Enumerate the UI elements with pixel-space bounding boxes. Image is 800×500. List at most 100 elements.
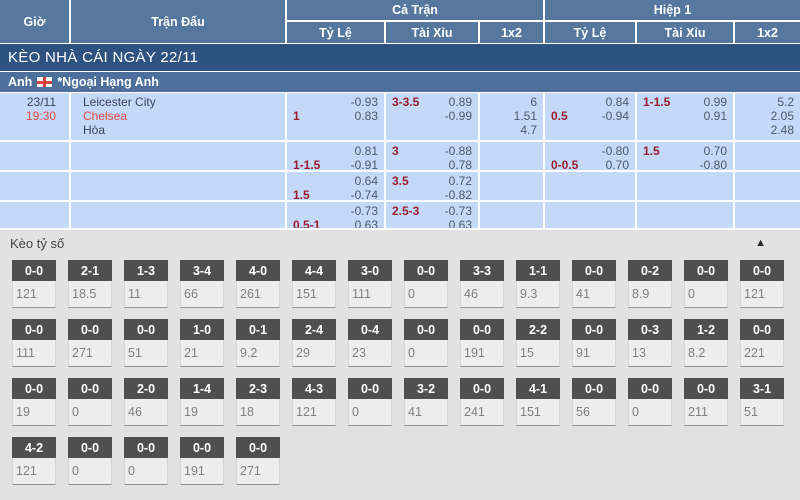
- collapse-triangle-icon[interactable]: ▲: [755, 237, 766, 249]
- score-odds-box[interactable]: 0-0 0: [68, 437, 112, 485]
- score-odds-box[interactable]: 2-1 18.5: [68, 260, 112, 308]
- ft-over-under-cell[interactable]: 3 -0.88 0.78: [386, 142, 480, 170]
- odds-value: 0.72: [448, 174, 472, 188]
- score-odds-box[interactable]: 0-0 0: [404, 319, 448, 367]
- score-odds-value: 191: [460, 340, 504, 367]
- score-odds-box[interactable]: 3-1 51: [740, 378, 784, 426]
- score-odds-box[interactable]: 3-4 66: [180, 260, 224, 308]
- ft-handicap-cell[interactable]: 0.81 1-1.5 -0.91: [287, 142, 386, 170]
- score-odds-box[interactable]: 0-0 241: [460, 378, 504, 426]
- h1-handicap-cell: [545, 172, 637, 200]
- score-odds-value: 121: [12, 458, 56, 485]
- ft-handicap-cell[interactable]: 0.64 1.5 -0.74: [287, 172, 386, 200]
- score-odds-box[interactable]: 0-0 121: [12, 260, 56, 308]
- score-odds-box[interactable]: 0-0 191: [180, 437, 224, 485]
- score-odds-box[interactable]: 4-0 261: [236, 260, 280, 308]
- odds-line: -0.80: [551, 144, 629, 158]
- score-odds-box[interactable]: 0-0 0: [404, 260, 448, 308]
- score-odds-value: 51: [740, 399, 784, 426]
- score-label: 0-0: [348, 378, 392, 399]
- score-odds-box[interactable]: 4-2 121: [12, 437, 56, 485]
- score-odds-box[interactable]: 3-2 41: [404, 378, 448, 426]
- ft-handicap-cell[interactable]: -0.73 0.5-1 0.63: [287, 202, 386, 228]
- score-odds-box[interactable]: 0-2 8.9: [628, 260, 672, 308]
- score-odds-box[interactable]: 0-0 0: [348, 378, 392, 426]
- england-flag-icon: [37, 77, 53, 87]
- h1-handicap-cell[interactable]: 0.84 0.5 -0.94: [545, 93, 637, 140]
- score-odds-box[interactable]: 0-0 211: [684, 378, 728, 426]
- score-odds-box[interactable]: 1-0 21: [180, 319, 224, 367]
- score-odds-box[interactable]: 0-0 19: [12, 378, 56, 426]
- score-odds-value: 46: [460, 281, 504, 308]
- score-odds-value: 111: [12, 340, 56, 367]
- score-odds-box[interactable]: 0-0 91: [572, 319, 616, 367]
- score-odds-box[interactable]: 0-0 191: [460, 319, 504, 367]
- score-odds-box[interactable]: 2-4 29: [292, 319, 336, 367]
- score-odds-box[interactable]: 0-3 13: [628, 319, 672, 367]
- score-label: 2-1: [68, 260, 112, 281]
- handicap-label: 1.5: [293, 188, 310, 200]
- score-odds-box[interactable]: 0-0 51: [124, 319, 168, 367]
- score-odds-box[interactable]: 0-0 121: [740, 260, 784, 308]
- score-label: 0-0: [180, 437, 224, 458]
- score-odds-value: 18.5: [68, 281, 112, 308]
- score-label: 0-0: [572, 319, 616, 340]
- score-odds-box[interactable]: 4-3 121: [292, 378, 336, 426]
- match-teams-cell: [71, 142, 287, 170]
- odds-line: -0.82: [392, 188, 472, 200]
- column-header-time: Giờ: [0, 0, 71, 43]
- score-odds-box[interactable]: 4-1 151: [516, 378, 560, 426]
- score-odds-box[interactable]: 0-0 111: [12, 319, 56, 367]
- score-odds-value: 111: [348, 281, 392, 308]
- away-team: Chelsea: [83, 109, 128, 123]
- score-odds-box[interactable]: 0-0 271: [236, 437, 280, 485]
- score-odds-box[interactable]: 0-0 41: [572, 260, 616, 308]
- score-odds-box[interactable]: 3-0 111: [348, 260, 392, 308]
- ft-1x2-cell[interactable]: 6 1.51 4.7: [480, 93, 545, 140]
- odds-value: 1.51: [513, 109, 537, 123]
- odds-value: -0.73: [350, 204, 378, 218]
- h1-1x2-cell[interactable]: 5.2 2.05 2.48: [735, 93, 800, 140]
- handicap-label: 1-1.5: [293, 158, 321, 170]
- odds-value: -0.73: [444, 204, 472, 218]
- score-odds-value: 121: [12, 281, 56, 308]
- league-bar[interactable]: Anh *Ngoại Hạng Anh: [0, 72, 800, 93]
- score-odds-value: 9.3: [516, 281, 560, 308]
- score-odds-box[interactable]: 1-1 9.3: [516, 260, 560, 308]
- score-odds-box[interactable]: 2-2 15: [516, 319, 560, 367]
- h1-over-under-cell[interactable]: 1-1.5 0.99 0.91: [637, 93, 735, 140]
- score-odds-box[interactable]: 0-0 0: [124, 437, 168, 485]
- score-odds-box[interactable]: 4-4 151: [292, 260, 336, 308]
- score-odds-box[interactable]: 2-3 18: [236, 378, 280, 426]
- h1-handicap-cell[interactable]: -0.80 0-0.5 0.70: [545, 142, 637, 170]
- ft-over-under-cell[interactable]: 2.5-3 -0.73 0.63: [386, 202, 480, 228]
- score-odds-box[interactable]: 0-4 23: [348, 319, 392, 367]
- h1-over-under-cell[interactable]: 1.5 0.70 -0.80: [637, 142, 735, 170]
- column-group-full-match: Cả Trận: [287, 0, 545, 22]
- score-label: 1-1: [516, 260, 560, 281]
- ft-over-under-cell[interactable]: 3.5 0.72 -0.82: [386, 172, 480, 200]
- handicap-label: 1: [293, 109, 300, 123]
- score-odds-box[interactable]: 0-0 271: [68, 319, 112, 367]
- ft-handicap-cell[interactable]: -0.93 1 0.83: [287, 93, 386, 140]
- odds-line: 2.48: [741, 123, 794, 137]
- ft-over-under-cell[interactable]: 3-3.5 0.89 -0.99: [386, 93, 480, 140]
- column-header-h1-handicap: Tỷ Lệ: [545, 22, 637, 43]
- score-odds-box[interactable]: 1-2 8.2: [684, 319, 728, 367]
- draw-label: Hòa: [83, 123, 106, 137]
- score-odds-box[interactable]: 1-4 19: [180, 378, 224, 426]
- score-odds-box[interactable]: 0-0 0: [628, 378, 672, 426]
- score-odds-box[interactable]: 2-0 46: [124, 378, 168, 426]
- score-odds-box[interactable]: 0-0 0: [684, 260, 728, 308]
- score-odds-box[interactable]: 0-0 56: [572, 378, 616, 426]
- score-odds-box[interactable]: 0-1 9.2: [236, 319, 280, 367]
- grid-spacer: [516, 437, 560, 485]
- score-odds-box[interactable]: 3-3 46: [460, 260, 504, 308]
- handicap-label: 0.5-1: [293, 218, 321, 228]
- score-odds-box[interactable]: 0-0 221: [740, 319, 784, 367]
- score-odds-box[interactable]: 0-0 0: [68, 378, 112, 426]
- score-odds-box[interactable]: 1-3 11: [124, 260, 168, 308]
- score-label: 0-0: [740, 319, 784, 340]
- odds-value: 0.64: [354, 174, 378, 188]
- score-odds-value: 121: [292, 399, 336, 426]
